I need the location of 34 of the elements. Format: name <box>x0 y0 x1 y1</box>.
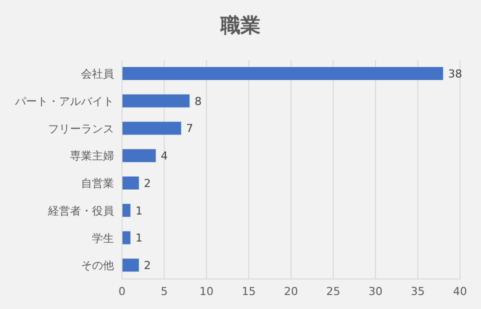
x-tick-label: 5 <box>160 284 168 298</box>
y-tick-label: 学生 <box>92 232 114 245</box>
y-tick-label: その他 <box>81 259 114 272</box>
chart-title: 職業 <box>219 12 262 39</box>
bar <box>122 67 444 80</box>
x-tick-label: 20 <box>284 284 298 298</box>
bar <box>122 204 130 217</box>
data-label: 2 <box>144 259 151 272</box>
x-tick-label: 30 <box>368 284 382 298</box>
y-tick-label: 会社員 <box>81 68 114 81</box>
y-tick-label: 経営者・役員 <box>47 204 114 218</box>
x-tick-label: 40 <box>453 284 467 298</box>
bar <box>122 94 190 108</box>
data-label: 1 <box>135 232 142 245</box>
data-label: 38 <box>448 67 462 80</box>
bar <box>122 122 182 135</box>
bar <box>122 176 139 190</box>
y-tick-label: 専業主婦 <box>70 150 114 163</box>
data-label: 4 <box>160 150 168 163</box>
y-tick-label: 自営業 <box>81 177 114 190</box>
bar <box>122 231 130 244</box>
data-label: 7 <box>186 122 194 136</box>
bar <box>122 149 156 162</box>
data-label: 2 <box>144 176 151 190</box>
x-tick-label: 35 <box>410 284 425 298</box>
bar <box>122 258 139 272</box>
x-tick-label: 10 <box>200 284 214 298</box>
data-label: 8 <box>194 94 202 108</box>
y-tick-label: フリーランス <box>48 122 114 136</box>
x-tick-label: 15 <box>242 284 256 298</box>
y-tick-label: パート・アルバイト <box>14 94 114 108</box>
x-tick-label: 0 <box>118 284 126 298</box>
data-label: 1 <box>135 204 142 218</box>
x-tick-label: 25 <box>326 284 340 298</box>
